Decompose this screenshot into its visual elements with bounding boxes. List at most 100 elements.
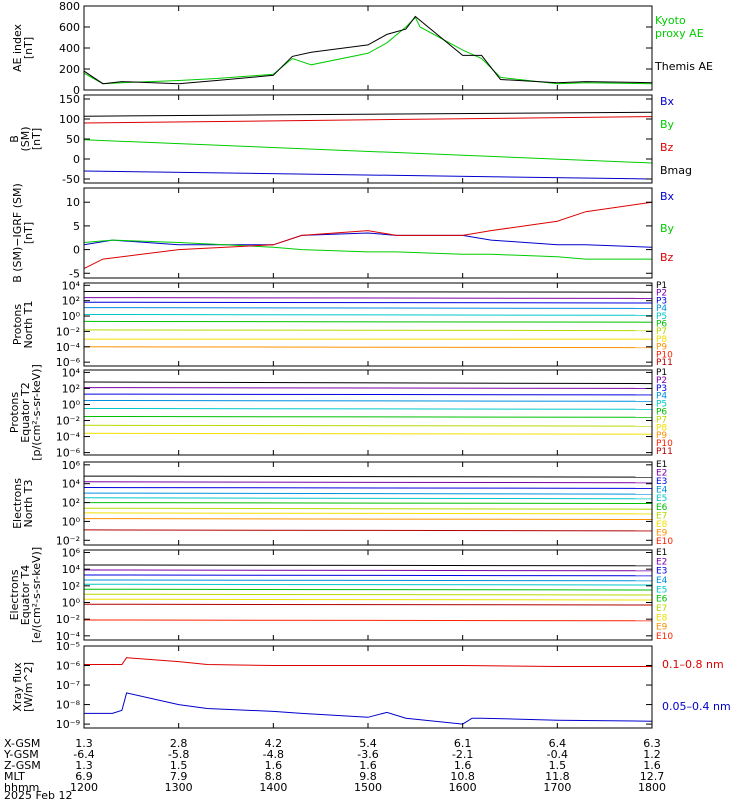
y-axis-label-line-2: [nT] [22, 222, 35, 244]
legend-bx: Bx [660, 190, 675, 203]
legend-kyoto-line1: Kyoto [655, 14, 686, 27]
legend-by: By [660, 118, 675, 131]
legend-bx: Bx [660, 95, 675, 108]
series-line-5 [84, 583, 652, 586]
legend-e8: E8 [656, 520, 668, 530]
series-line-2 [84, 15, 652, 85]
ephem-value-6-4: 11.8 [545, 770, 570, 783]
y-axis-label-line-1: Electrons [11, 478, 24, 529]
series-line-4 [84, 579, 652, 582]
ephem-value-2-5: 1300 [165, 781, 193, 794]
y-axis-label-line-1: Protons [11, 304, 24, 345]
ephem-value-1-4: 6.9 [75, 770, 93, 783]
legend-kyoto-line2: proxy AE [655, 27, 704, 40]
ephem-value-3-2: -4.8 [263, 748, 284, 761]
series-line-2 [84, 297, 652, 299]
series-line-9 [84, 603, 652, 606]
y-tick-label-1: 0 [73, 84, 80, 97]
series-line-3 [84, 487, 652, 489]
y-tick-label-2: 10² [62, 382, 80, 395]
panel-frame [83, 645, 653, 729]
series-line-6 [84, 588, 652, 591]
ephem-value-5-1: 6.1 [454, 737, 472, 750]
series-line-7 [84, 329, 652, 332]
panel-1: 0 200 400 600 800 AE index[nT] [11, 0, 653, 97]
legend-p9: P9 [656, 431, 667, 441]
y-axis-label-line-2: [W/m^2] [22, 662, 35, 712]
y-tick-label-2: 10² [62, 295, 80, 308]
legend-by: By [660, 222, 675, 235]
legend-p5: P5 [656, 312, 667, 322]
y-tick-label-5: 10⁻² [56, 534, 80, 547]
series-line-1 [84, 475, 652, 478]
legend-e5: E5 [656, 585, 667, 595]
legend-e7: E7 [656, 604, 667, 614]
legend-p7: P7 [656, 327, 667, 337]
series-line-5 [84, 408, 652, 410]
series-line-2 [84, 692, 652, 725]
y-tick-label-5: 10⁻⁴ [56, 431, 81, 444]
y-tick-label-3: 50 [66, 133, 80, 146]
series-line-8 [84, 432, 652, 435]
y-tick-label-1: 10⁴ [62, 279, 81, 292]
y-tick-label-3: 10⁰ [62, 398, 81, 411]
legend-p10: P10 [656, 439, 673, 449]
legend-e8: E8 [656, 613, 668, 623]
legend-p11: P11 [656, 358, 673, 368]
legend-e2: E2 [656, 557, 667, 567]
series-line-1 [84, 381, 652, 385]
series-line-6 [84, 320, 652, 323]
ephem-value-4-2: -3.6 [357, 748, 378, 761]
legend-e3: E3 [656, 567, 667, 577]
series-line-2 [84, 569, 652, 572]
ephem-value-3-5: 1400 [259, 781, 287, 794]
y-tick-label-6: 10⁻⁶ [56, 356, 81, 369]
ephem-value-3-1: 4.2 [265, 737, 283, 750]
series-line-8 [84, 598, 652, 601]
legend-p11: P11 [656, 447, 673, 457]
ephem-value-6-5: 1700 [543, 781, 571, 794]
y-tick-label-1: 10⁶ [62, 459, 81, 472]
ephem-value-7-3: 1.6 [643, 759, 661, 772]
legend-p7: P7 [656, 415, 667, 425]
y-tick-label-5: 800 [59, 0, 80, 13]
ephem-value-7-2: 1.2 [643, 748, 661, 761]
y-tick-label-1: 10⁶ [62, 547, 81, 560]
legend-p6: P6 [656, 408, 667, 418]
legend-e1: E1 [656, 548, 667, 558]
ephem-value-2-1: 2.8 [170, 737, 188, 750]
y-tick-label-3: 10⁻⁷ [56, 679, 80, 692]
y-tick-label-3: 10² [62, 580, 80, 593]
y-axis-label: Xray flux[W/m^2] [11, 662, 35, 712]
y-tick-label-4: 10⁻² [56, 415, 80, 428]
legend-p2: P2 [656, 376, 667, 386]
ephem-value-4-4: 9.8 [359, 770, 377, 783]
panel-3: -5 0 5 10 B (SM)−IGRF (SM)[nT] Bx By Bz [11, 183, 675, 283]
series-line-2 [84, 139, 652, 164]
legend-p10: P10 [656, 350, 673, 360]
legend-p8: P8 [656, 335, 667, 345]
series-line-3 [84, 393, 652, 396]
series-line-4 [84, 400, 652, 402]
legend-themis-ae: Themis AE [654, 60, 713, 73]
ephem-value-5-3: 1.6 [454, 759, 472, 772]
legend-e5: E5 [656, 494, 667, 504]
y-tick-label-3: 10² [62, 497, 80, 510]
legend-bz: Bz [660, 141, 674, 154]
series-line-7 [84, 593, 652, 596]
panel-2: -50 0 50 100 150 B(SM)[nT] Bx By Bz Bmag [8, 93, 692, 186]
panel-8: 10⁻⁵ 10⁻⁶ 10⁻⁷ 10⁻⁸ 10⁻⁹ Xray flux[W/m^2] 0.1–… [11, 640, 731, 731]
ephem-value-7-4: 12.7 [640, 770, 665, 783]
legend-e6: E6 [656, 503, 668, 513]
ephem-label-xgsm: X-GSM [4, 737, 40, 750]
ephem-label-ygsm: Y-GSM [3, 748, 39, 761]
ephem-value-4-1: 5.4 [359, 737, 377, 750]
y-tick-label-2: 10⁴ [62, 478, 81, 491]
series-line-7 [84, 507, 652, 510]
y-tick-label-4: 10⁻² [56, 325, 80, 338]
ephem-value-1-3: 1.3 [75, 759, 93, 772]
